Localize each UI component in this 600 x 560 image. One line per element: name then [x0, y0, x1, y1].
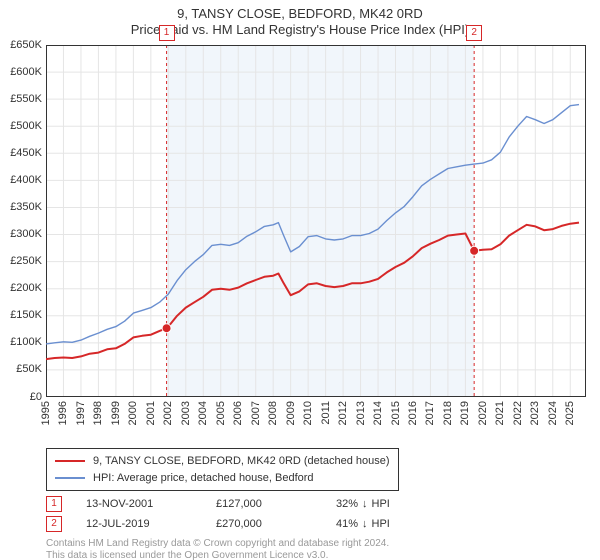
x-tick-label: 2017 — [424, 401, 436, 425]
x-tick-label: 2010 — [302, 401, 314, 425]
x-tick-label: 1998 — [92, 401, 104, 425]
x-tick-label: 2021 — [494, 401, 506, 425]
legend-item-hpi: HPI: Average price, detached house, Bedf… — [55, 470, 390, 487]
x-tick-label: 2008 — [267, 401, 279, 425]
legend-box: 9, TANSY CLOSE, BEDFORD, MK42 0RD (detac… — [46, 448, 399, 491]
sale-marker-2: 2 — [46, 516, 62, 532]
sale-date-2: 12-JUL-2019 — [86, 518, 216, 530]
legend-label-property: 9, TANSY CLOSE, BEDFORD, MK42 0RD (detac… — [93, 453, 390, 470]
legend-swatch-hpi — [55, 477, 85, 479]
y-tick-label: £450K — [0, 147, 42, 159]
x-tick-label: 2014 — [372, 401, 384, 425]
attribution-text: Contains HM Land Registry data © Crown c… — [46, 538, 389, 560]
x-tick-label: 2020 — [477, 401, 489, 425]
x-tick-label: 2012 — [337, 401, 349, 425]
sale-marker-1: 1 — [46, 496, 62, 512]
x-tick-label: 2007 — [250, 401, 262, 425]
y-tick-label: £400K — [0, 174, 42, 186]
x-tick-label: 2006 — [232, 401, 244, 425]
legend-label-hpi: HPI: Average price, detached house, Bedf… — [93, 470, 314, 487]
y-tick-label: £600K — [0, 66, 42, 78]
x-tick-label: 2011 — [320, 401, 332, 425]
x-tick-label: 2000 — [127, 401, 139, 425]
sale-row-2: 2 12-JUL-2019 £270,000 41% ↓ HPI — [46, 514, 390, 534]
x-tick-label: 2019 — [459, 401, 471, 425]
x-tick-label: 2005 — [215, 401, 227, 425]
x-tick-label: 1997 — [75, 401, 87, 425]
legend-swatch-property — [55, 460, 85, 462]
x-tick-label: 2013 — [355, 401, 367, 425]
x-tick-label: 2015 — [390, 401, 402, 425]
x-tick-label: 2004 — [197, 401, 209, 425]
x-tick-label: 2025 — [564, 401, 576, 425]
y-tick-label: £0 — [0, 391, 42, 403]
chart-container: { "title": "9, TANSY CLOSE, BEDFORD, MK4… — [0, 0, 600, 560]
x-tick-label: 1995 — [40, 401, 52, 425]
chart-title: 9, TANSY CLOSE, BEDFORD, MK42 0RD — [0, 0, 600, 22]
y-tick-label: £500K — [0, 120, 42, 132]
event-marker: 2 — [466, 25, 482, 41]
sale-price-1: £127,000 — [216, 498, 336, 510]
sale-price-2: £270,000 — [216, 518, 336, 530]
x-tick-label: 2016 — [407, 401, 419, 425]
y-tick-label: £250K — [0, 255, 42, 267]
chart-area: £0£50K£100K£150K£200K£250K£300K£350K£400… — [46, 45, 586, 397]
y-tick-label: £300K — [0, 228, 42, 240]
y-tick-label: £150K — [0, 309, 42, 321]
y-tick-label: £50K — [0, 363, 42, 375]
sale-date-1: 13-NOV-2001 — [86, 498, 216, 510]
x-tick-label: 2009 — [285, 401, 297, 425]
event-marker: 1 — [159, 25, 175, 41]
y-tick-label: £650K — [0, 39, 42, 51]
sale-diff-2: 41% ↓ HPI — [336, 518, 390, 530]
down-arrow-icon: ↓ — [362, 518, 368, 530]
x-tick-label: 1996 — [57, 401, 69, 425]
y-tick-label: £350K — [0, 201, 42, 213]
sales-table: 1 13-NOV-2001 £127,000 32% ↓ HPI 2 12-JU… — [46, 494, 390, 534]
x-tick-label: 2023 — [529, 401, 541, 425]
chart-subtitle: Price paid vs. HM Land Registry's House … — [0, 22, 600, 40]
y-tick-label: £550K — [0, 93, 42, 105]
y-tick-label: £100K — [0, 336, 42, 348]
legend-item-property: 9, TANSY CLOSE, BEDFORD, MK42 0RD (detac… — [55, 453, 390, 470]
x-tick-label: 1999 — [110, 401, 122, 425]
y-tick-label: £200K — [0, 282, 42, 294]
x-tick-label: 2024 — [547, 401, 559, 425]
down-arrow-icon: ↓ — [362, 498, 368, 510]
chart-svg — [46, 45, 586, 397]
x-tick-label: 2018 — [442, 401, 454, 425]
x-tick-label: 2003 — [180, 401, 192, 425]
x-tick-label: 2002 — [162, 401, 174, 425]
sale-diff-1: 32% ↓ HPI — [336, 498, 390, 510]
sale-row-1: 1 13-NOV-2001 £127,000 32% ↓ HPI — [46, 494, 390, 514]
x-tick-label: 2022 — [512, 401, 524, 425]
x-tick-label: 2001 — [145, 401, 157, 425]
